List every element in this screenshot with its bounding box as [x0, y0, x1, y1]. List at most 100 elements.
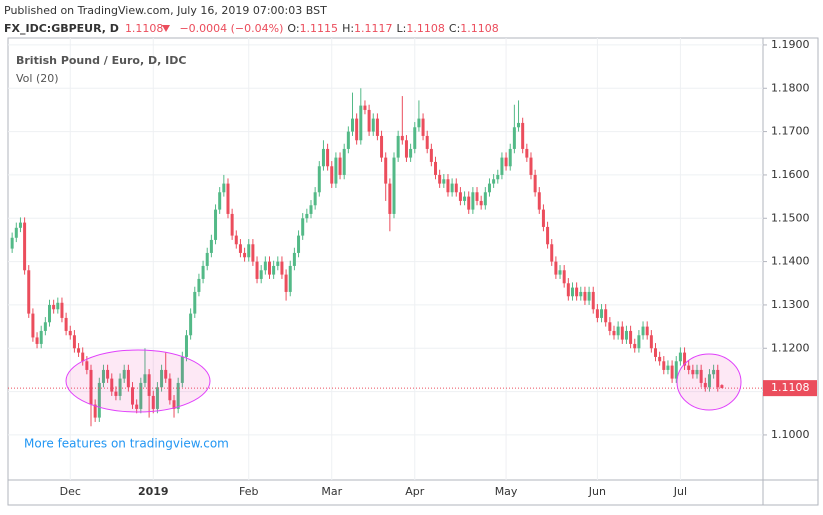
candle-body [89, 369, 93, 405]
candle-body [122, 369, 126, 379]
candle-body [284, 274, 288, 292]
candle-body [355, 118, 359, 141]
candle-body [334, 157, 338, 184]
y-tick-label: 1.1500 [771, 211, 810, 224]
candle-body [409, 148, 413, 158]
candle-body [197, 278, 201, 292]
candle-body [363, 105, 367, 110]
candle-body [222, 183, 226, 193]
candle-body [330, 166, 334, 184]
promo-link: More features on tradingview.com [24, 437, 229, 451]
candle-body [396, 135, 400, 158]
candle-body [629, 330, 633, 344]
o-value: 1.1115 [300, 22, 339, 35]
candle-body [467, 196, 471, 210]
candle-body [214, 209, 218, 240]
candle-body [529, 157, 533, 175]
candle-body [471, 192, 475, 210]
last-price-box [763, 380, 817, 397]
candle-body [147, 374, 151, 396]
candle-body [384, 157, 388, 184]
candle-body [413, 127, 417, 149]
candle-body [313, 192, 317, 206]
candle-body [68, 330, 72, 336]
candle-body [691, 369, 695, 375]
l-label: L: [397, 22, 407, 35]
candle-body [64, 317, 68, 331]
c-label: C: [449, 22, 460, 35]
y-tick-label: 1.1000 [771, 428, 810, 441]
candle-body [591, 291, 595, 310]
chart-title: British Pound / Euro, D, IDC [16, 54, 186, 67]
x-tick-label: Jun [588, 485, 606, 498]
candle-body [184, 335, 188, 357]
candle-body [135, 404, 139, 409]
candle-body [10, 237, 14, 249]
candle-body [454, 183, 458, 193]
x-tick-label: May [495, 485, 518, 498]
candle-body [429, 148, 433, 162]
candle-body [118, 378, 122, 396]
x-tick-label: Mar [321, 485, 342, 498]
candle-body [305, 213, 309, 219]
candle-body [554, 261, 558, 275]
candle-body [193, 291, 197, 314]
published: Published on TradingView.com, July 16, 2… [4, 4, 327, 17]
candle-body [712, 369, 716, 375]
candle-body [371, 118, 375, 132]
candle-body [151, 395, 155, 409]
candle-body [404, 140, 408, 158]
candle-body [670, 365, 674, 379]
candle-body [27, 270, 31, 314]
candle-body [458, 192, 462, 201]
candle-body [367, 109, 371, 132]
candle-body [687, 365, 691, 370]
candle-body [421, 118, 425, 136]
candle-body [205, 252, 209, 266]
candle-body [39, 330, 43, 344]
candle-body [226, 183, 230, 214]
candle-body [209, 239, 213, 253]
candle-body [143, 374, 147, 383]
c-value: 1.1108 [460, 22, 499, 35]
candle-body [595, 309, 599, 318]
candle-body [442, 179, 446, 184]
h-value: 1.1117 [354, 22, 393, 35]
y-tick-label: 1.1700 [771, 125, 810, 138]
candle-body [546, 226, 550, 245]
candle-body [608, 322, 612, 331]
candle-body [101, 369, 105, 383]
candle-body [400, 135, 404, 141]
candle-body [267, 261, 271, 275]
candle-body [508, 148, 512, 167]
candle-body [562, 270, 566, 284]
candle-body [550, 244, 554, 262]
candle-body [23, 222, 27, 271]
candle-body [579, 291, 583, 297]
candle-body [392, 157, 396, 214]
candle-body [479, 200, 483, 206]
candle-body [139, 382, 143, 409]
candle-body [649, 335, 653, 349]
candle-body [351, 118, 355, 132]
candle-body [155, 387, 159, 409]
candle-body [321, 148, 325, 167]
candle-body [616, 326, 620, 336]
quote-line: FX_IDC:GBPEUR, D 1.1108 −0.0004 (−0.04%) O:… [4, 22, 499, 35]
candle-body [720, 385, 724, 389]
candle-body [126, 369, 130, 388]
candle-body [438, 174, 442, 184]
candle-body [475, 192, 479, 201]
candle-body [504, 157, 508, 167]
candle-body [272, 265, 276, 275]
x-tick-label: Feb [239, 485, 258, 498]
x-tick-label: 2019 [138, 485, 169, 498]
candle-body [230, 213, 234, 236]
last-price-label: 1.1108 [771, 381, 810, 394]
candle-body [77, 348, 81, 353]
last: 1.1108 [125, 22, 164, 35]
candle-body [301, 218, 305, 236]
y-tick-label: 1.1200 [771, 341, 810, 354]
candle-body [583, 291, 587, 301]
